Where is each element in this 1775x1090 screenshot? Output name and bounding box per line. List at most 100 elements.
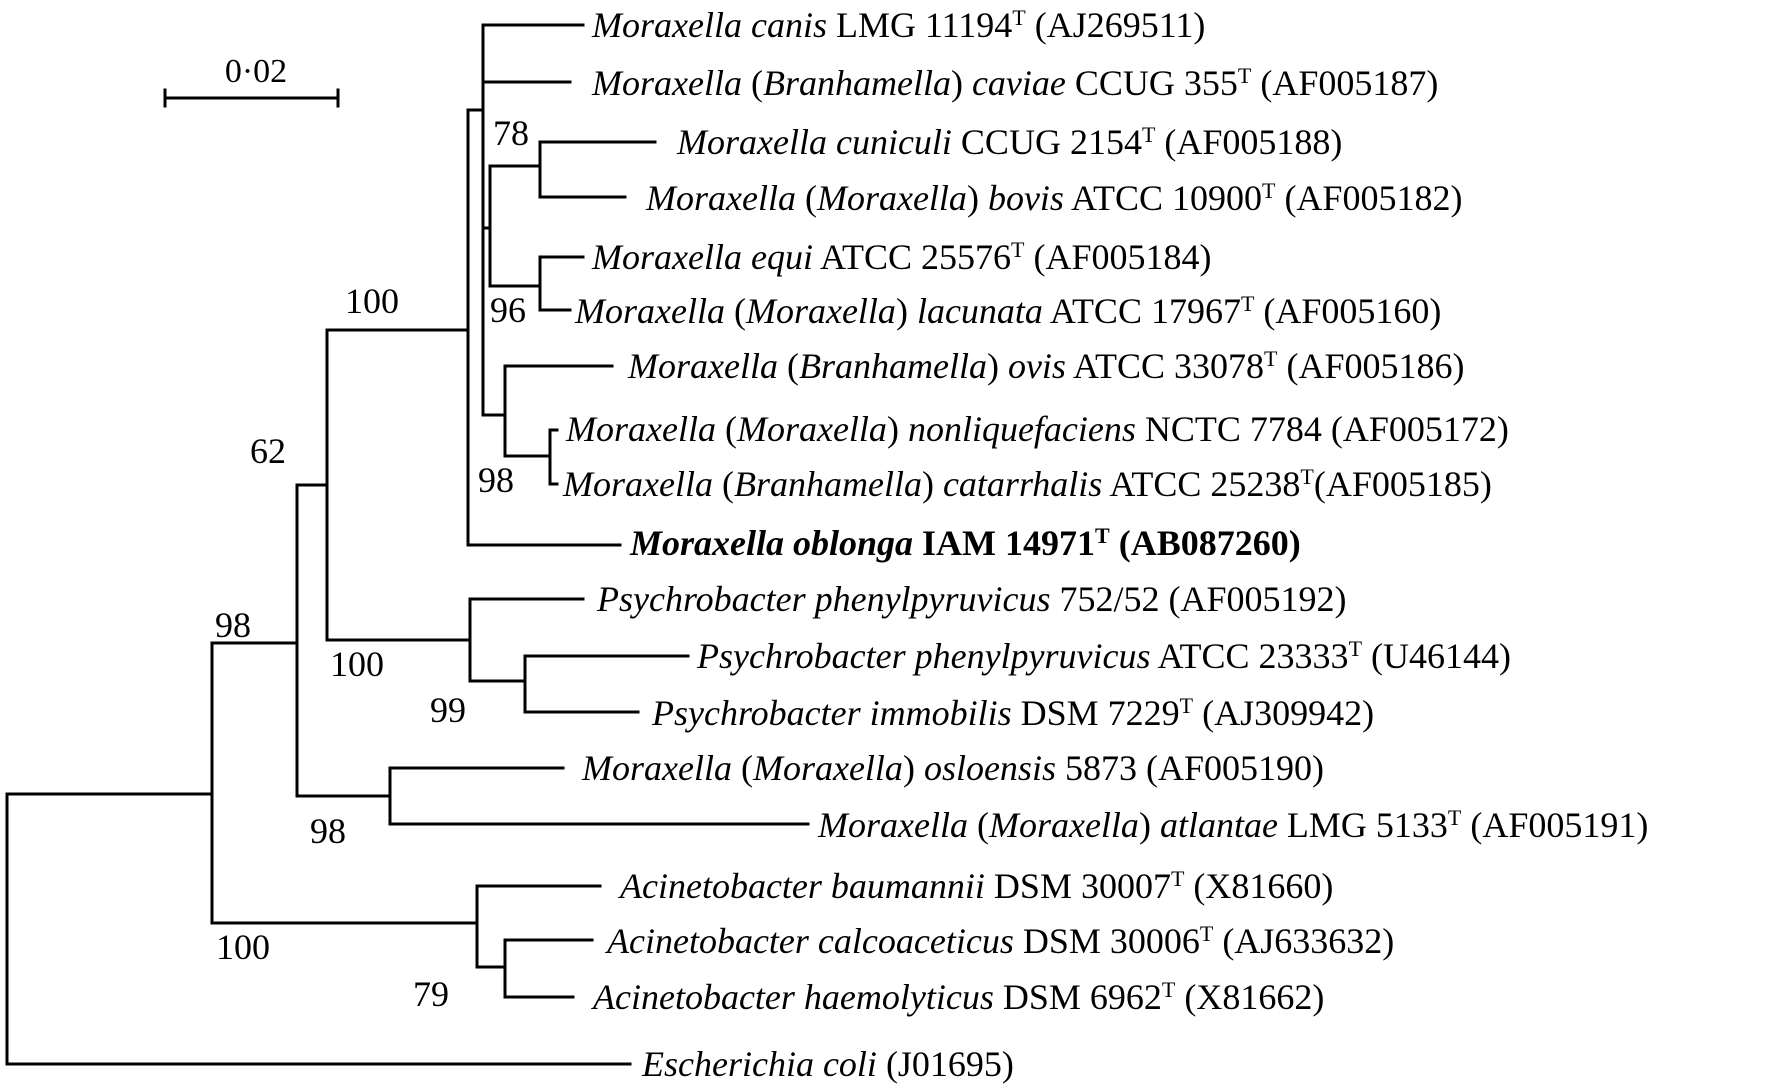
taxon-name: Branhamella: [763, 63, 951, 103]
strain-accession: (AF005187): [1251, 63, 1438, 103]
taxon-name: caviae: [972, 63, 1066, 103]
type-strain-mark: T: [1012, 5, 1026, 30]
taxon-name: Moraxella: [591, 63, 742, 103]
strain-accession: (: [778, 346, 799, 386]
strain-accession: ): [967, 178, 988, 218]
taxon-name: catarrhalis: [943, 464, 1102, 504]
bootstrap-acinetobacter: 100: [216, 927, 270, 967]
taxon-name: Moraxella: [745, 291, 896, 331]
taxon-name: bovis: [988, 178, 1064, 218]
strain-accession: DSM 30007: [985, 866, 1171, 906]
type-strain-mark: T: [1180, 693, 1194, 718]
strain-accession: ATCC 25238: [1102, 464, 1300, 504]
strain-accession: (AF005160): [1254, 291, 1441, 331]
strain-accession: ): [896, 291, 917, 331]
taxon-name: Psychrobacter phenylpyruvicus: [696, 636, 1151, 676]
strain-accession: IAM 14971: [913, 523, 1095, 563]
scale-bar-label: 0·02: [225, 53, 287, 90]
strain-accession: (AF005188): [1155, 122, 1342, 162]
taxon-name: Moraxella: [752, 748, 903, 788]
strain-accession: NCTC 7784 (AF005172): [1136, 409, 1509, 449]
leaf-label-atlantae: Moraxella (Moraxella) atlantae LMG 5133T…: [817, 805, 1648, 845]
type-strain-mark: T: [1011, 237, 1025, 262]
taxon-name: Moraxella: [574, 291, 725, 331]
type-strain-mark: T: [1238, 63, 1252, 88]
strain-accession: ): [887, 409, 908, 449]
type-strain-mark: T: [1264, 346, 1278, 371]
taxon-name: Moraxella: [817, 805, 968, 845]
type-strain-mark: T: [1349, 636, 1363, 661]
strain-accession: (AJ633632): [1213, 921, 1394, 961]
strain-accession: (AB087260): [1110, 523, 1301, 563]
leaf-label-lacunata: Moraxella (Moraxella) lacunata ATCC 1796…: [574, 291, 1441, 331]
type-strain-mark: T: [1142, 122, 1156, 147]
type-strain-mark: T: [1300, 464, 1314, 489]
taxon-name: Moraxella: [581, 748, 732, 788]
leaf-label-ovis: Moraxella (Branhamella) ovis ATCC 33078T…: [627, 346, 1464, 386]
bootstrap-ingroup: 98: [215, 605, 251, 645]
bootstrap-cuniculi-bovis: 78: [493, 113, 529, 153]
strain-accession: CCUG 2154: [952, 122, 1142, 162]
taxon-name: ovis: [1008, 346, 1066, 386]
taxon-name: Moraxella: [565, 409, 716, 449]
leaf-label-calcoaceticus: Acinetobacter calcoaceticus DSM 30006T (…: [605, 921, 1394, 961]
strain-accession: ATCC 23333: [1151, 636, 1349, 676]
strain-accession: LMG 11194: [827, 5, 1012, 45]
strain-accession: ATCC 33078: [1066, 346, 1264, 386]
taxon-name: Acinetobacter haemolyticus: [591, 977, 994, 1017]
strain-accession: (J01695): [877, 1044, 1014, 1084]
taxon-name: Moraxella: [627, 346, 778, 386]
strain-accession: ): [1139, 805, 1160, 845]
strain-accession: (: [716, 409, 737, 449]
taxon-name: Moraxella: [736, 409, 887, 449]
bootstrap-ovis-group: 98: [478, 460, 514, 500]
taxon-name: atlantae: [1160, 805, 1278, 845]
type-strain-mark: T: [1262, 178, 1276, 203]
strain-accession: ): [987, 346, 1008, 386]
strain-accession: (: [725, 291, 746, 331]
strain-accession: (X81660): [1184, 866, 1333, 906]
taxon-name: Acinetobacter calcoaceticus: [605, 921, 1014, 961]
strain-accession: (AF005191): [1461, 805, 1648, 845]
type-strain-mark: T: [1171, 866, 1185, 891]
taxon-name: Moraxella cuniculi: [676, 122, 952, 162]
bootstrap-moraxella-core: 100: [345, 281, 399, 321]
taxon-name: Branhamella: [799, 346, 987, 386]
taxon-name: Moraxella: [645, 178, 796, 218]
strain-accession: 5873 (AF005190): [1056, 748, 1324, 788]
bootstrap-acinetobacter-inner: 79: [413, 974, 449, 1014]
strain-accession: (: [742, 63, 763, 103]
taxon-name: Psychrobacter immobilis: [651, 693, 1012, 733]
tree-branches: [5, 23, 810, 1066]
strain-accession: (: [968, 805, 989, 845]
leaf-label-osloensis: Moraxella (Moraxella) osloensis 5873 (AF…: [581, 748, 1324, 788]
strain-accession: DSM 7229: [1012, 693, 1180, 733]
bootstrap-values: 78 96 98 100 62 100 99 98 98 100 79: [215, 113, 529, 1014]
taxon-name: Moraxella: [988, 805, 1139, 845]
taxon-name: Moraxella: [562, 464, 713, 504]
strain-accession: DSM 6962: [994, 977, 1162, 1017]
leaf-label-ecoli: Escherichia coli (J01695): [641, 1044, 1014, 1084]
strain-accession: (AF005185): [1314, 464, 1492, 504]
strain-accession: DSM 30006: [1014, 921, 1200, 961]
strain-accession: ): [903, 748, 924, 788]
taxon-name: osloensis: [924, 748, 1056, 788]
leaf-labels: Moraxella canis LMG 11194T (AJ269511)Mor…: [562, 5, 1648, 1084]
strain-accession: (U46144): [1362, 636, 1511, 676]
leaf-label-equi: Moraxella equi ATCC 25576T (AF005184): [591, 237, 1211, 277]
leaf-label-haemolyticus: Acinetobacter haemolyticus DSM 6962T (X8…: [591, 977, 1324, 1017]
leaf-label-caviae: Moraxella (Branhamella) caviae CCUG 355T…: [591, 63, 1438, 103]
taxon-name: Moraxella canis: [591, 5, 827, 45]
leaf-label-nonliquefaciens: Moraxella (Moraxella) nonliquefaciens NC…: [565, 409, 1509, 449]
taxon-name: Moraxella equi: [591, 237, 813, 277]
strain-accession: ATCC 10900: [1064, 178, 1262, 218]
strain-accession: (AJ269511): [1026, 5, 1206, 45]
leaf-label-phenyl2: Psychrobacter phenylpyruvicus ATCC 23333…: [696, 636, 1511, 676]
leaf-label-canis: Moraxella canis LMG 11194T (AJ269511): [591, 5, 1205, 45]
bootstrap-psychrobacter-inner: 99: [430, 690, 466, 730]
type-strain-mark: T: [1162, 977, 1176, 1002]
strain-accession: (AJ309942): [1193, 693, 1374, 733]
type-strain-mark: T: [1448, 805, 1462, 830]
taxon-name: Moraxella oblonga: [629, 523, 913, 563]
